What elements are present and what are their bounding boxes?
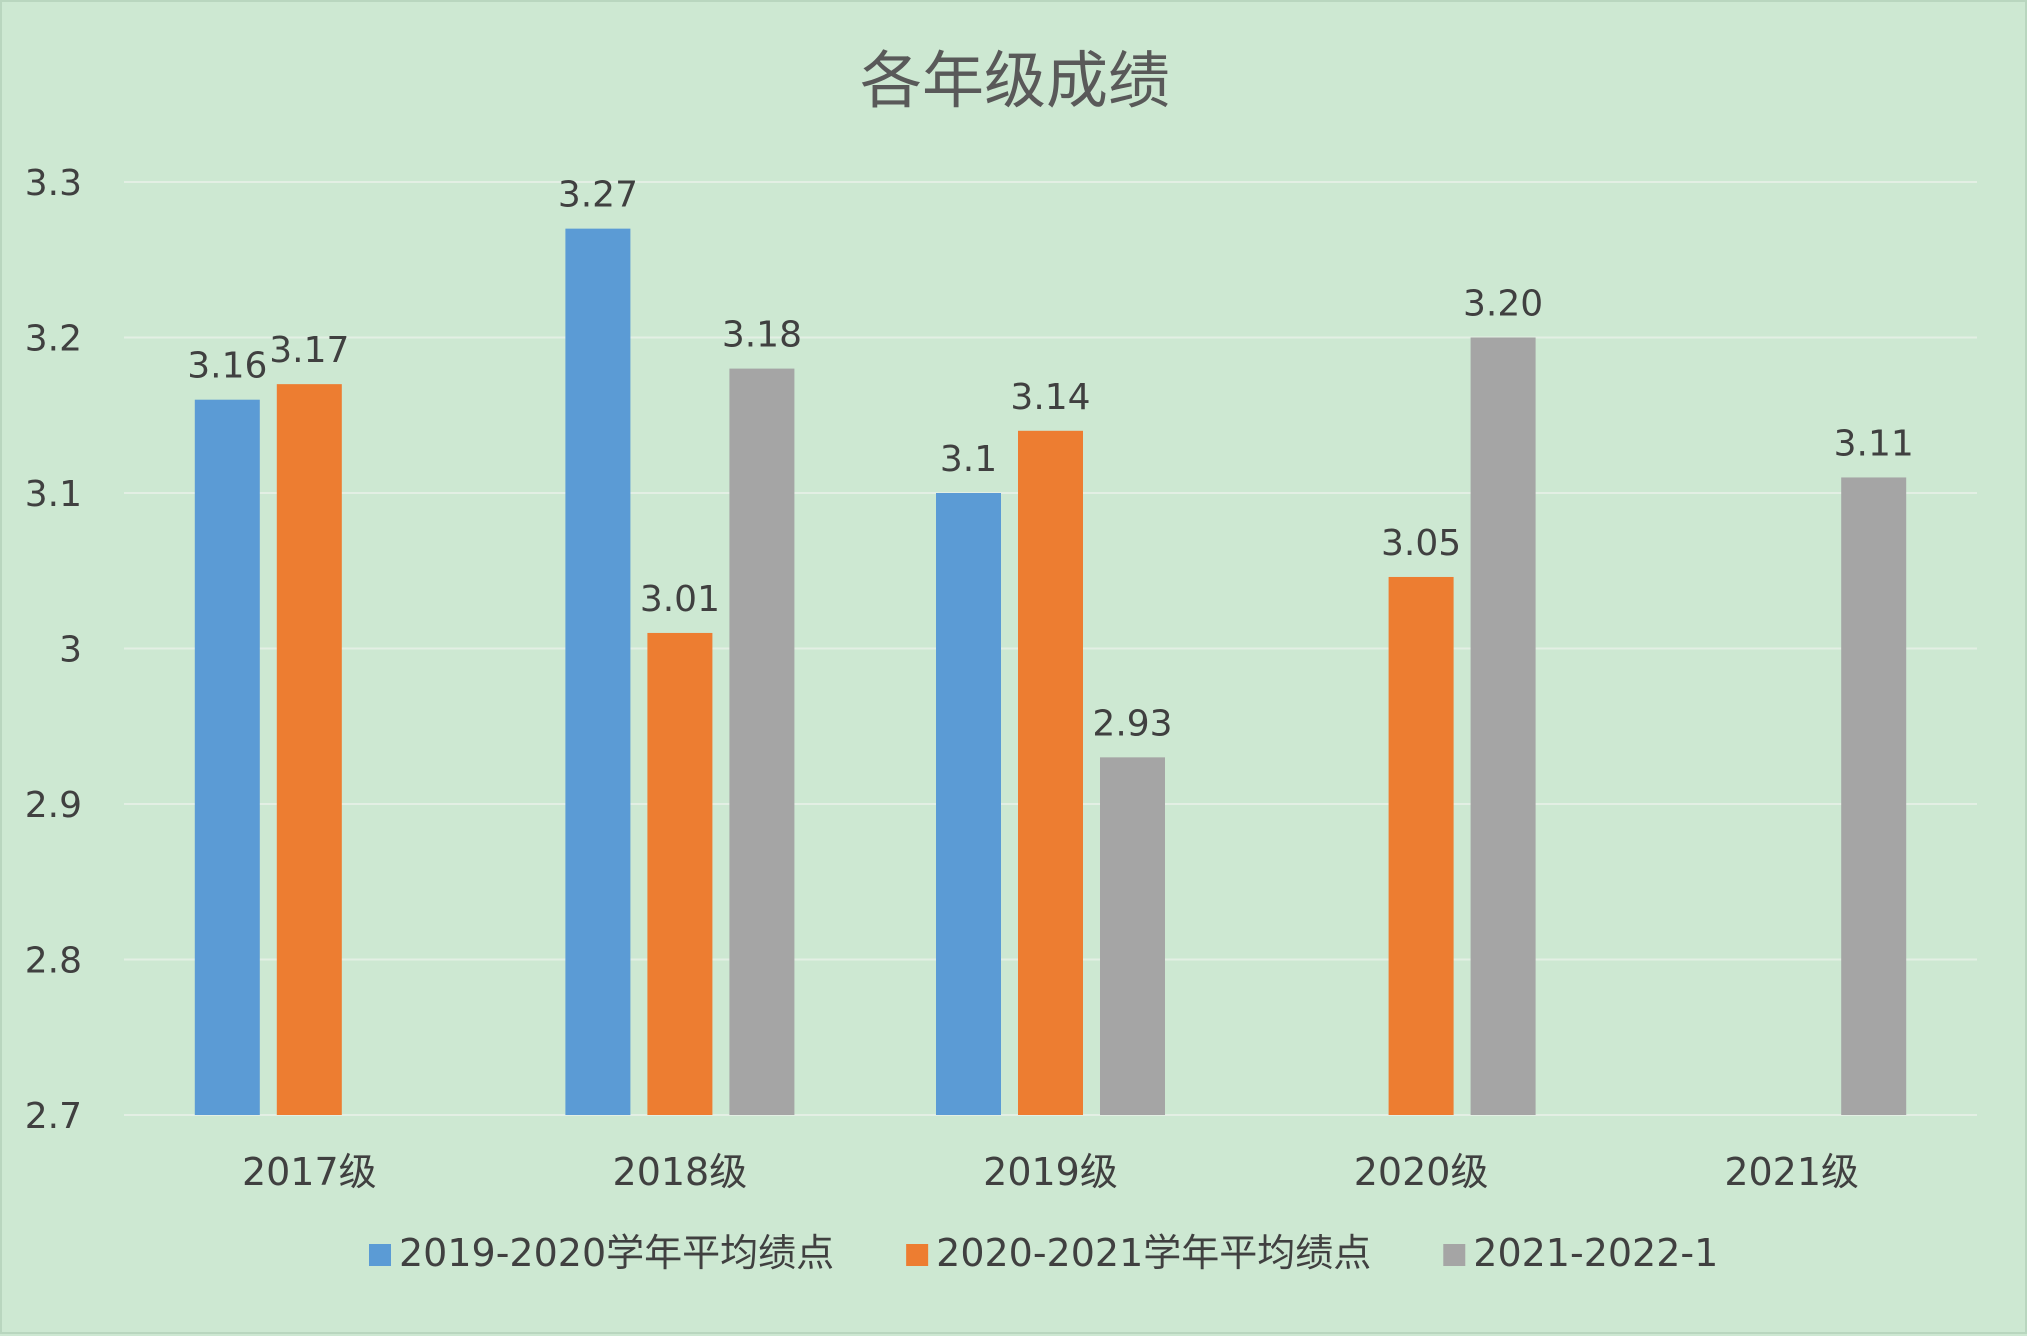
legend-swatch [1443, 1244, 1466, 1266]
legend-label: 2020-2021学年平均绩点 [936, 1231, 1371, 1275]
chart-title: 各年级成绩 [860, 44, 1170, 117]
bar [276, 384, 342, 1115]
bar [194, 399, 260, 1115]
bar [1470, 337, 1536, 1115]
data-label: 3.20 [1463, 284, 1543, 325]
bar [936, 493, 1001, 1115]
y-tick-label: 3.2 [25, 319, 82, 360]
legend-swatch [906, 1244, 929, 1266]
data-label: 3.14 [1010, 377, 1090, 418]
y-axis-ticks: 2.7 2.8 2.9 3 3.1 3.2 3.3 [25, 163, 82, 1137]
data-labels: 3.16 3.17 3.27 3.01 3.18 3.1 3.14 2.93 3.05 3.20 3… [187, 175, 1914, 745]
bar [1841, 477, 1907, 1115]
data-label: 3.17 [269, 330, 349, 371]
data-label: 2.93 [1092, 703, 1172, 744]
bar [647, 632, 713, 1115]
x-category-label: 2020级 [1354, 1150, 1489, 1194]
bars [194, 228, 1907, 1116]
data-label: 3.01 [640, 579, 720, 620]
y-tick-label: 2.7 [25, 1096, 82, 1137]
bar [565, 228, 631, 1115]
data-label: 3.16 [187, 346, 267, 387]
x-category-label: 2018级 [613, 1150, 748, 1194]
legend-label: 2021-2022-1 [1473, 1231, 1718, 1275]
y-tick-label: 3.1 [25, 474, 82, 515]
bar [1388, 576, 1454, 1115]
data-label: 3.18 [722, 315, 802, 356]
data-label: 3.11 [1834, 423, 1914, 464]
y-tick-label: 2.8 [25, 941, 82, 982]
bar [729, 368, 795, 1116]
x-axis-categories: 2017级 2018级 2019级 2020级 2021级 [242, 1150, 1859, 1194]
x-category-label: 2019级 [983, 1150, 1118, 1194]
x-category-label: 2021级 [1724, 1150, 1859, 1194]
y-tick-label: 3.3 [25, 163, 82, 204]
data-label: 3.27 [558, 175, 638, 216]
bar [1100, 757, 1165, 1115]
x-category-label: 2017级 [242, 1150, 377, 1194]
data-label: 3.05 [1381, 523, 1461, 564]
y-tick-label: 2.9 [25, 785, 82, 826]
y-tick-label: 3 [59, 630, 82, 671]
data-label: 3.1 [940, 439, 997, 480]
legend: 2019-2020学年平均绩点 2020-2021学年平均绩点 2021-2022-… [369, 1231, 1718, 1275]
bar [1018, 430, 1083, 1115]
legend-label: 2019-2020学年平均绩点 [399, 1231, 834, 1275]
legend-swatch [369, 1244, 391, 1266]
